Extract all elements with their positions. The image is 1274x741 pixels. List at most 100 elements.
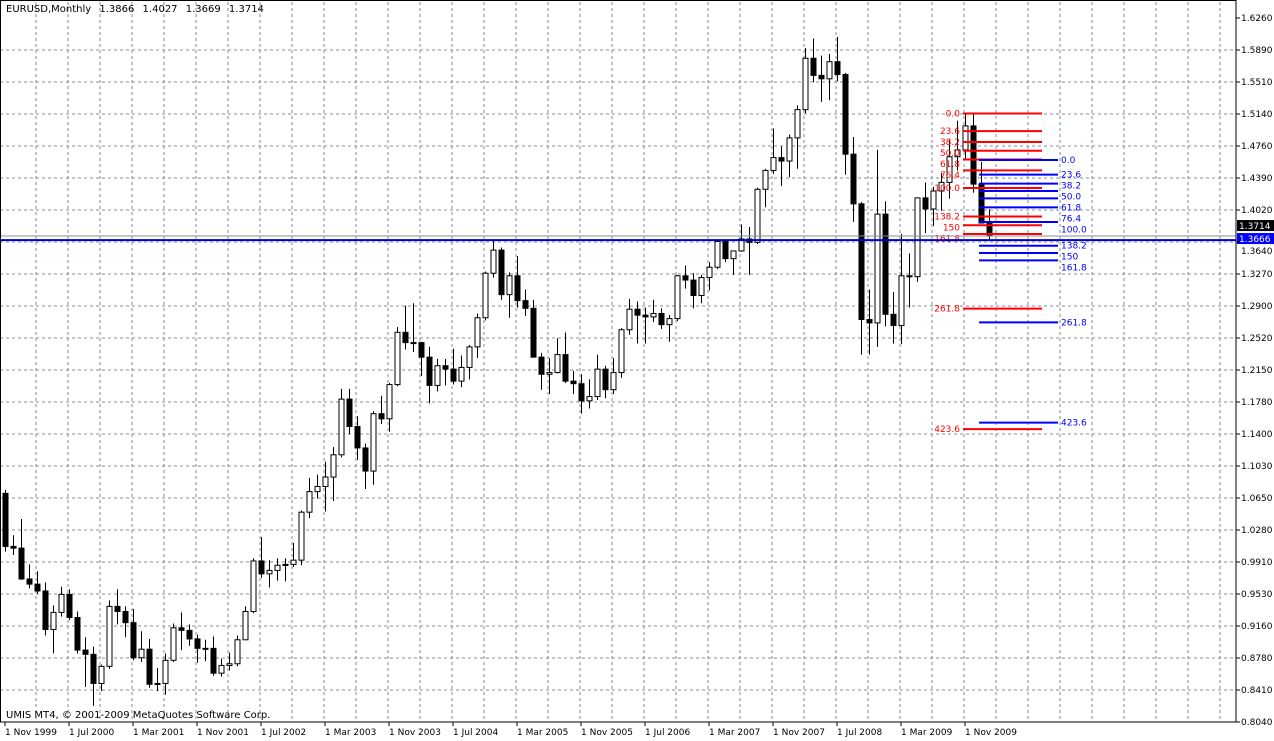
candle-body-bull bbox=[434, 365, 441, 386]
candle bbox=[626, 298, 633, 335]
candle-body-bull bbox=[482, 272, 489, 319]
candle-body-bull bbox=[626, 308, 633, 331]
candle bbox=[818, 55, 825, 102]
candle bbox=[42, 582, 49, 636]
candle-body-bull bbox=[306, 491, 313, 513]
fib-level-label: 161.8 bbox=[1061, 264, 1087, 274]
fib-level-label: 23.6 bbox=[940, 127, 960, 137]
candle bbox=[826, 53, 833, 101]
candle-body-bull bbox=[898, 275, 905, 326]
candle bbox=[586, 379, 593, 409]
symbol-timeframe: EURUSD,Monthly bbox=[6, 4, 92, 15]
candle-body-bull bbox=[546, 372, 553, 375]
candles bbox=[2, 36, 993, 706]
candle bbox=[354, 416, 361, 460]
candle-body-bull bbox=[314, 485, 321, 493]
candle bbox=[18, 519, 25, 580]
fib-level-label: 138.2 bbox=[934, 212, 960, 222]
candle-body-bull bbox=[290, 559, 297, 565]
y-tick-label: 0.9530 bbox=[1241, 590, 1273, 600]
candle bbox=[898, 233, 905, 345]
y-tick-label: 1.1400 bbox=[1241, 430, 1273, 440]
candle bbox=[162, 653, 169, 695]
candle-body-bull bbox=[506, 275, 513, 296]
y-tick-label: 1.2150 bbox=[1241, 366, 1273, 376]
candle bbox=[394, 327, 401, 387]
x-tick-label: 1 Jul 2004 bbox=[453, 728, 498, 738]
candle-body-bull bbox=[946, 156, 953, 183]
candle bbox=[194, 634, 201, 663]
candle-body-bull bbox=[410, 342, 417, 345]
candle-body-bull bbox=[202, 647, 209, 650]
x-tick-label: 1 Nov 2003 bbox=[389, 728, 441, 738]
candle-body-bear bbox=[186, 629, 193, 640]
x-tick-label: 1 Nov 1999 bbox=[5, 728, 57, 738]
candle-body-bear bbox=[538, 356, 545, 375]
candle bbox=[322, 461, 329, 512]
candle bbox=[250, 558, 257, 614]
candle-body-bear bbox=[498, 249, 505, 296]
y-tick-label: 0.9160 bbox=[1241, 622, 1273, 632]
y-tick-label: 1.3270 bbox=[1241, 270, 1273, 280]
candle-body-bull bbox=[370, 413, 377, 472]
y-tick-label: 1.4760 bbox=[1241, 142, 1273, 152]
candle bbox=[546, 358, 553, 394]
ohlc-low: 1.3669 bbox=[185, 4, 221, 15]
candle bbox=[634, 301, 641, 344]
candle-body-bear bbox=[722, 241, 729, 260]
candle-body-bear bbox=[682, 275, 689, 281]
candle bbox=[114, 589, 121, 625]
candle-body-bull bbox=[98, 665, 105, 684]
candle bbox=[458, 355, 465, 388]
fib-level-label: 61.8 bbox=[1061, 204, 1081, 214]
candle bbox=[754, 187, 761, 245]
candle bbox=[722, 238, 729, 263]
chart-header: EURUSD,Monthly 1.3866 1.4027 1.3669 1.37… bbox=[6, 4, 269, 15]
candle-body-bear bbox=[354, 426, 361, 449]
y-tick-label: 1.3640 bbox=[1241, 247, 1273, 257]
x-tick-label: 1 Jul 2002 bbox=[261, 728, 306, 738]
y-tick-label: 1.2520 bbox=[1241, 334, 1273, 344]
fib-level-label: 0.0 bbox=[946, 109, 961, 119]
x-tick-label: 1 Mar 2005 bbox=[517, 728, 568, 738]
fib-level-label: 76.4 bbox=[1061, 215, 1081, 225]
candle-body-bull bbox=[50, 611, 57, 631]
candle-body-bear bbox=[882, 213, 889, 315]
candle bbox=[554, 338, 561, 374]
candle bbox=[506, 272, 513, 318]
candle-body-bull bbox=[234, 639, 241, 665]
candle-body-bear bbox=[2, 492, 9, 547]
candle-body-bear bbox=[810, 57, 817, 76]
bid-price-label: 1.3666 bbox=[1239, 235, 1271, 245]
candle-body-bull bbox=[338, 398, 345, 456]
ohlc-open: 1.3866 bbox=[99, 4, 135, 15]
candle bbox=[946, 139, 953, 199]
bid-price-box bbox=[1237, 233, 1274, 245]
ohlc-close: 1.3714 bbox=[228, 4, 264, 15]
candle bbox=[762, 168, 769, 208]
candle-body-bull bbox=[802, 57, 809, 111]
grid bbox=[0, 2, 1236, 722]
candle-body-bear bbox=[258, 560, 265, 575]
candle-body-bull bbox=[330, 454, 337, 478]
fib-level-label: 23.6 bbox=[1061, 171, 1081, 181]
candle-body-bear bbox=[522, 300, 529, 309]
candle bbox=[642, 307, 649, 344]
candle-body-bear bbox=[74, 617, 81, 651]
candle-body-bear bbox=[146, 648, 153, 685]
fib-level-label: 76.4 bbox=[940, 171, 960, 181]
candle-body-bear bbox=[602, 368, 609, 391]
candle-body-bear bbox=[18, 547, 25, 580]
candle-body-bear bbox=[10, 545, 17, 549]
candle-body-bear bbox=[418, 342, 425, 358]
copyright-text: UMIS MT4, © 2001-2009 MetaQuotes Softwar… bbox=[6, 710, 271, 721]
y-tick-label: 1.5140 bbox=[1241, 110, 1273, 120]
candle bbox=[794, 105, 801, 169]
candle bbox=[922, 182, 929, 233]
candle-body-bull bbox=[466, 346, 473, 368]
candle-body-bull bbox=[138, 648, 145, 659]
candle bbox=[842, 72, 849, 175]
candle bbox=[434, 358, 441, 392]
fib-level-label: 50.0 bbox=[1061, 193, 1081, 203]
